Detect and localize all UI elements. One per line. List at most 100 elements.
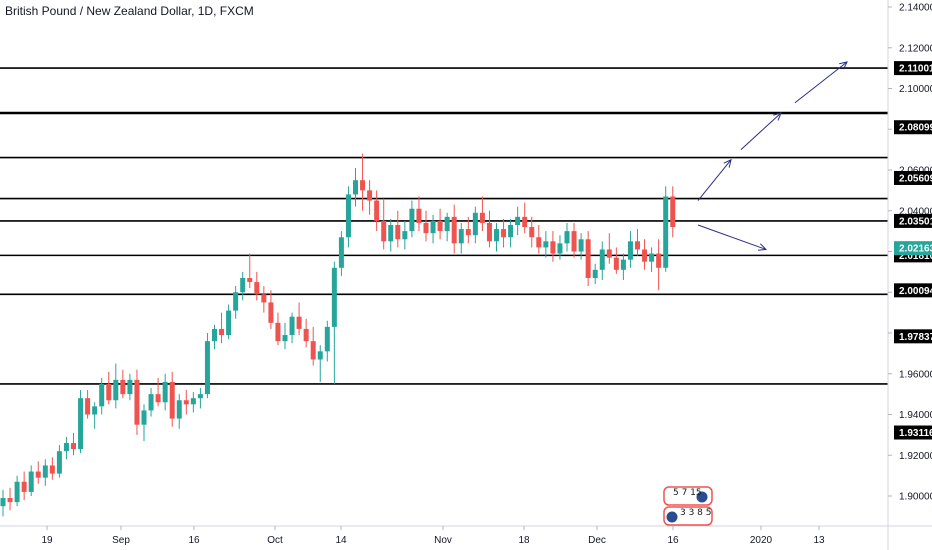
time-tick-label: Oct — [267, 535, 283, 546]
horizontal-levels — [0, 67, 888, 385]
candle-body — [226, 310, 232, 336]
price-tag-label: 2.11001 — [899, 64, 932, 75]
candle-body — [501, 229, 507, 238]
price-tag — [894, 170, 932, 185]
candle-body — [219, 328, 225, 336]
candle-body — [388, 225, 394, 242]
price-tag — [894, 61, 932, 76]
time-tick-label: Dec — [588, 535, 606, 546]
candle-body — [486, 222, 492, 242]
candle-body — [254, 282, 260, 295]
price-tag — [894, 241, 932, 256]
price-tag — [894, 425, 932, 440]
candle-body — [437, 220, 443, 232]
candle-body — [656, 253, 662, 268]
candle-body — [508, 225, 514, 238]
candle-body — [557, 243, 563, 254]
trend-arrow-head — [723, 158, 732, 168]
candle-body — [155, 394, 161, 403]
trend-arrow-line — [794, 61, 848, 104]
candle-body — [268, 302, 274, 323]
trend-arrow-head — [773, 112, 782, 121]
candle-body — [28, 471, 34, 492]
candle-body — [282, 335, 288, 342]
time-tick-label: 16 — [667, 535, 679, 546]
candle-body — [444, 216, 450, 232]
badge-bottom-flag-icon — [666, 511, 678, 523]
candle-body — [430, 220, 436, 234]
candle-body — [71, 443, 76, 450]
candle-body — [204, 341, 210, 395]
price-tag-label: 2.01810 — [899, 251, 932, 262]
trend-arrows — [697, 61, 848, 251]
price-tag-label: 2.08099 — [899, 123, 932, 134]
time-axis[interactable]: 19 Sep 16 Oct 14 Nov 18 Dec 16 2020 13 — [41, 526, 825, 546]
candle-body — [472, 212, 478, 236]
trend-arrow-line — [697, 224, 767, 250]
candle-body — [7, 498, 13, 503]
price-tick-label: 2.04000 — [899, 206, 932, 217]
candle-body — [592, 269, 598, 278]
candle-body — [289, 316, 295, 336]
time-tick-label: 16 — [188, 535, 200, 546]
candle-body — [92, 406, 98, 415]
candle-body — [21, 481, 27, 492]
candle-body — [169, 381, 175, 419]
candle-body — [353, 180, 358, 195]
candle-body — [479, 212, 485, 223]
price-tick-label: 2.14000 — [899, 3, 932, 14]
candle-body — [522, 216, 528, 228]
candle-body — [317, 351, 323, 360]
candle-body — [233, 292, 239, 311]
candle-body — [395, 225, 401, 240]
time-tick-label: 18 — [518, 535, 530, 546]
candle-body — [296, 316, 302, 329]
candle-body — [367, 190, 373, 201]
candle-body — [183, 400, 189, 405]
time-tick-label: Sep — [112, 535, 130, 546]
candle-body — [275, 322, 281, 342]
price-tag-label: 2.02163 — [899, 244, 932, 255]
candle-body — [536, 237, 542, 248]
candle-body — [99, 383, 105, 407]
price-tag — [894, 283, 932, 298]
candles — [0, 153, 676, 517]
price-tick-label: 2.12000 — [899, 43, 932, 54]
badge-bottom-text: 3 3 8 5 — [680, 508, 712, 518]
time-tick-label: 19 — [41, 535, 53, 546]
candle-body — [451, 216, 457, 244]
price-tag — [894, 329, 932, 344]
candle-body — [127, 379, 133, 395]
candle-body — [261, 294, 267, 303]
price-tick-label: 1.92000 — [899, 451, 932, 462]
candle-body — [571, 231, 577, 252]
candle-body — [197, 394, 203, 399]
candle-body — [0, 498, 6, 507]
candle-body — [564, 231, 570, 244]
candle-body — [78, 398, 84, 450]
time-tick-label: 13 — [813, 535, 825, 546]
chart-title: British Pound / New Zealand Dollar, 1D, … — [5, 4, 254, 18]
candle-body — [303, 328, 309, 342]
candle-body — [212, 328, 217, 342]
indicator-badges[interactable]: 5 7 15 3 3 8 5 — [663, 486, 713, 526]
candle-body — [360, 180, 366, 191]
candle-body — [663, 196, 669, 268]
trend-arrow-line — [697, 159, 732, 201]
candle-body — [670, 196, 676, 228]
candle-body — [402, 231, 408, 240]
candle-body — [416, 208, 422, 223]
candle-body — [338, 237, 344, 268]
price-tag-label: 2.03501 — [899, 216, 932, 227]
time-tick-label: 14 — [335, 535, 347, 546]
price-tag-label: 1.93116 — [899, 428, 932, 439]
price-tag-label: 2.05609 — [899, 173, 932, 184]
candle-body — [627, 241, 633, 260]
candle-body — [649, 253, 655, 262]
candle-body — [331, 267, 337, 327]
trend-arrow-head — [757, 243, 768, 251]
candle-body — [585, 239, 591, 278]
candle-body — [63, 443, 69, 452]
